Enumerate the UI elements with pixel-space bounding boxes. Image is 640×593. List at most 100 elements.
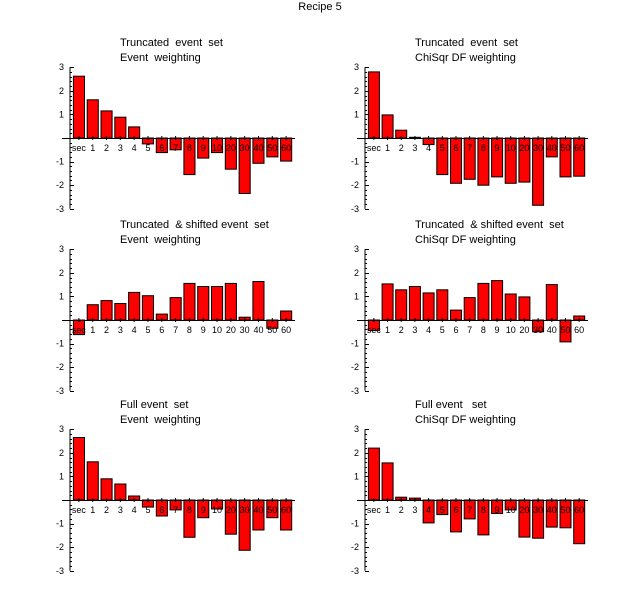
x-tick-label: 3 xyxy=(118,325,123,335)
bar-1 xyxy=(86,304,99,321)
x-tick-label: 7 xyxy=(467,505,472,515)
x-tick-label: 6 xyxy=(453,143,458,153)
x-tick-label: 10 xyxy=(506,325,516,335)
bar-40 xyxy=(545,284,558,321)
bar-3 xyxy=(114,116,127,139)
x-tick-label: 9 xyxy=(201,325,206,335)
chart-panel-2: Truncated event set ChiSqr DF weighting 3 2… xyxy=(351,37,588,214)
x-tick-label: 60 xyxy=(281,325,291,335)
y-tick-label: 1 xyxy=(354,109,359,119)
x-tick-label: 7 xyxy=(467,143,472,153)
y-tick-label: 2 xyxy=(354,268,359,278)
x-tick-label: 4 xyxy=(132,325,137,335)
y-tick-label: -3 xyxy=(56,204,64,214)
chart-subtitle: ChiSqr DF weighting xyxy=(415,52,516,64)
x-tick-label: 50 xyxy=(267,143,277,153)
x-tick-label: 10 xyxy=(212,325,222,335)
x-tick-label: 10 xyxy=(212,143,222,153)
y-tick-label: -3 xyxy=(56,566,64,576)
y-tick-label: 1 xyxy=(59,291,64,301)
x-tick-label: sec xyxy=(72,505,87,515)
y-tick-label: -1 xyxy=(351,339,359,349)
x-tick-label: 2 xyxy=(104,505,109,515)
chart-subtitle: ChiSqr DF weighting xyxy=(415,234,516,246)
x-tick-label: sec xyxy=(72,325,87,335)
bar-4 xyxy=(128,291,141,321)
bar-sec xyxy=(367,447,380,501)
x-tick-label: 50 xyxy=(267,325,277,335)
x-tick-label: 40 xyxy=(547,143,557,153)
x-tick-label: 9 xyxy=(495,325,500,335)
x-tick-label: sec xyxy=(72,143,87,153)
y-tick-label: -3 xyxy=(351,386,359,396)
bar-10 xyxy=(211,286,224,321)
x-tick-label: 40 xyxy=(547,505,557,515)
chart-title: Full event set xyxy=(120,399,188,411)
y-tick-label: 2 xyxy=(354,86,359,96)
bar-10 xyxy=(504,293,517,321)
x-tick-label: 50 xyxy=(267,505,277,515)
y-tick-label: -2 xyxy=(56,180,64,190)
x-tick-label: 9 xyxy=(495,143,500,153)
bar-5 xyxy=(141,295,154,321)
chart-panel-3: Truncated & shifted event set Event weigh… xyxy=(56,219,295,396)
bar-1 xyxy=(381,114,394,139)
x-tick-label: 40 xyxy=(253,325,263,335)
x-tick-label: 30 xyxy=(240,325,250,335)
chart-title: Truncated event set xyxy=(120,37,223,49)
x-tick-label: 8 xyxy=(481,325,486,335)
chart-title: Truncated event set xyxy=(415,37,518,49)
x-tick-label: 5 xyxy=(145,505,150,515)
x-tick-label: 20 xyxy=(226,325,236,335)
y-tick-label: 3 xyxy=(59,244,64,254)
x-tick-label: 5 xyxy=(440,505,445,515)
x-tick-label: sec xyxy=(367,325,382,335)
bar-3 xyxy=(114,483,127,501)
bar-40 xyxy=(252,281,265,321)
x-tick-label: 1 xyxy=(385,325,390,335)
x-tick-label: 40 xyxy=(253,143,263,153)
bar-2 xyxy=(395,289,408,321)
x-tick-label: 2 xyxy=(399,505,404,515)
y-tick-label: 3 xyxy=(59,424,64,434)
bar-20 xyxy=(518,296,531,321)
x-tick-label: 50 xyxy=(560,325,570,335)
y-tick-label: 3 xyxy=(59,62,64,72)
bar-9 xyxy=(491,280,504,321)
x-tick-label: 1 xyxy=(385,143,390,153)
y-tick-label: -2 xyxy=(351,180,359,190)
x-tick-label: 7 xyxy=(173,143,178,153)
y-tick-label: -3 xyxy=(351,566,359,576)
x-tick-label: 1 xyxy=(90,325,95,335)
x-tick-label: 4 xyxy=(426,505,431,515)
bar-1 xyxy=(86,99,99,139)
x-tick-label: 10 xyxy=(506,505,516,515)
x-tick-label: 50 xyxy=(560,505,570,515)
y-tick-label: 3 xyxy=(354,62,359,72)
chart-subtitle: Event weighting xyxy=(120,414,201,426)
x-tick-label: sec xyxy=(367,505,382,515)
bar-1 xyxy=(381,462,394,501)
y-tick-label: -1 xyxy=(351,519,359,529)
x-tick-label: 8 xyxy=(481,143,486,153)
bar-8 xyxy=(183,282,196,321)
x-tick-label: 60 xyxy=(281,143,291,153)
x-tick-label: 4 xyxy=(426,325,431,335)
x-tick-label: 9 xyxy=(495,505,500,515)
x-tick-label: 7 xyxy=(173,505,178,515)
x-tick-label: 30 xyxy=(240,505,250,515)
bar-20 xyxy=(224,282,237,321)
chart-subtitle: ChiSqr DF weighting xyxy=(415,414,516,426)
x-tick-label: 40 xyxy=(253,505,263,515)
y-tick-label: 3 xyxy=(354,424,359,434)
chart-title: Truncated & shifted event set xyxy=(120,219,269,231)
x-tick-label: 8 xyxy=(481,505,486,515)
bar-8 xyxy=(477,282,490,321)
x-tick-label: 8 xyxy=(187,325,192,335)
chart-subtitle: Event weighting xyxy=(120,234,201,246)
x-tick-label: 5 xyxy=(440,325,445,335)
x-tick-label: 60 xyxy=(574,325,584,335)
